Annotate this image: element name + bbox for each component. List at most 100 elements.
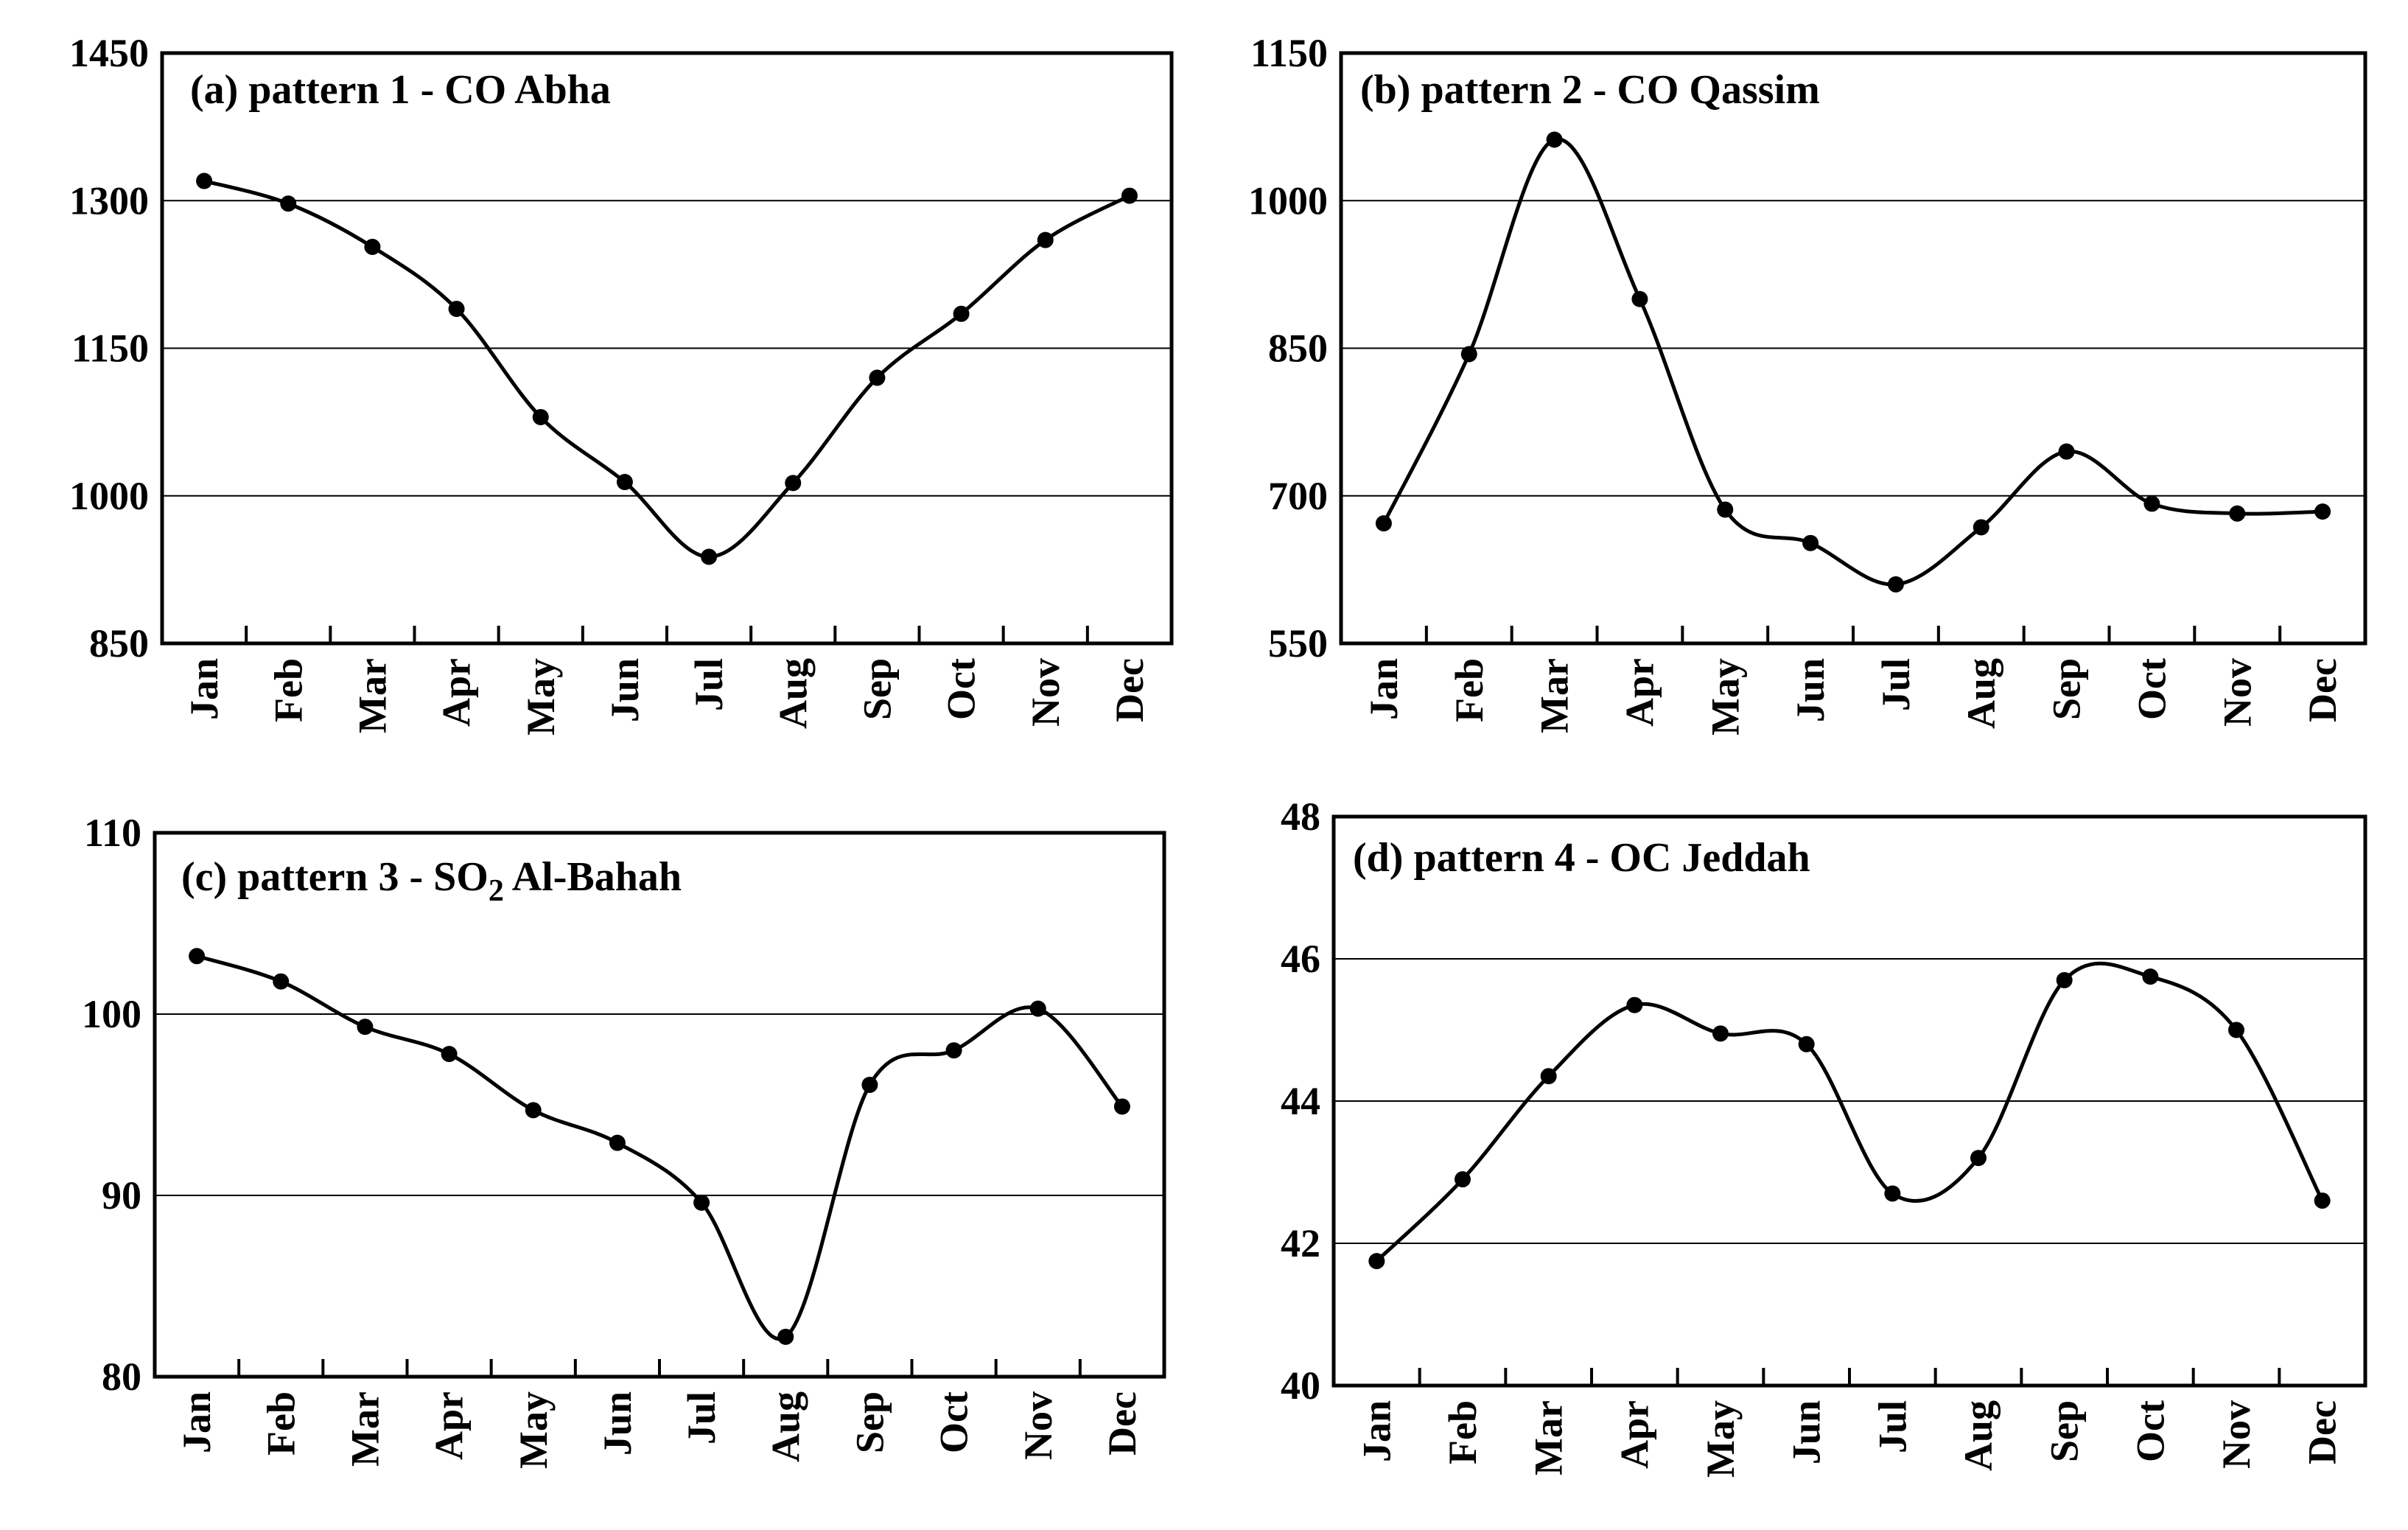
panel-a-ytick-label: 1300	[69, 178, 149, 223]
panel-a-ytick-label: 850	[89, 621, 149, 666]
panel-b-month-label: Jun	[1788, 658, 1833, 722]
panel-c-month-label: May	[511, 1391, 556, 1469]
panel-d-data-point	[2056, 971, 2073, 988]
panel-c-data-point	[777, 1328, 794, 1345]
panel-d-data-point	[1798, 1035, 1815, 1052]
panel-c-ytick-label: 100	[82, 992, 141, 1036]
panel-d-month-label: Jun	[1785, 1400, 1829, 1464]
panel-c-month-label: Nov	[1016, 1391, 1060, 1460]
panel-d-month-label: Apr	[1612, 1400, 1656, 1469]
panel-a-yticks: 850 1000 1150 1300 1450	[69, 31, 149, 666]
panel-b-ytick-label: 850	[1268, 326, 1328, 371]
panel-c-title: (c) pattern 3 - SO2 Al-Bahah	[181, 854, 682, 908]
panel-c-data-point	[693, 1194, 710, 1211]
panel-b-data-point	[2229, 505, 2246, 522]
panel-d-ytick-label: 40	[1281, 1363, 1320, 1408]
panel-c-month-label: Apr	[427, 1391, 472, 1460]
panel-c-data-point	[273, 973, 290, 990]
panel-c-month-label: Jan	[175, 1391, 219, 1453]
panel-c-data-point	[945, 1042, 962, 1059]
panel-b-ytick-label: 700	[1268, 474, 1328, 518]
panel-a-data-point	[785, 475, 802, 492]
panel-b-data-point	[1631, 290, 1648, 307]
panel-d-ytick-label: 42	[1281, 1221, 1320, 1265]
panel-a-data-point	[1121, 187, 1138, 204]
panel-a: 850 1000 1150 1300 1450 Jan Feb Mar Apr May Jun Ju…	[69, 31, 1174, 736]
panel-d-data-point	[1712, 1025, 1729, 1042]
panel-a-data-point	[280, 195, 297, 212]
panel-a-month-label: Oct	[939, 658, 984, 720]
panel-d-month-label: Nov	[2214, 1400, 2258, 1469]
panel-c-month-label: Dec	[1100, 1391, 1144, 1456]
panel-b-data-point	[2058, 443, 2075, 460]
panel-b-ytick-label: 550	[1268, 621, 1328, 666]
panel-d-data-point	[1540, 1068, 1557, 1085]
panel-b-data-point	[1375, 515, 1392, 532]
panel-b-data-point	[1973, 519, 1989, 536]
panel-a-month-label: Apr	[435, 658, 479, 727]
panel-d-month-label: Mar	[1527, 1400, 1571, 1475]
panel-c-ytick-label: 110	[84, 811, 141, 855]
panel-a-month-label: Jul	[687, 658, 731, 711]
panel-c-points	[189, 948, 1130, 1345]
panel-d-title: (d) pattern 4 - OC Jeddah	[1353, 835, 1810, 881]
panel-c-frame	[153, 831, 1166, 1379]
panel-a-month-label: Jun	[603, 658, 647, 722]
panel-c-ytick-label: 80	[102, 1355, 141, 1399]
panel-d-data-point	[1884, 1185, 1901, 1202]
panel-d-grid	[1334, 958, 2365, 1244]
panel-a-month-label: Aug	[771, 658, 815, 729]
panel-a-month-label: Dec	[1107, 658, 1152, 722]
panel-a-series-line	[203, 179, 1131, 559]
panel-b-grid	[1341, 200, 2365, 497]
panel-d-data-point	[2228, 1021, 2244, 1038]
panel-d-xticks: Jan Feb Mar Apr May Jun Jul Aug Sep Oct Nov Dec	[1354, 1368, 2345, 1478]
panel-c-data-point	[1113, 1098, 1130, 1115]
panel-c-data-point	[525, 1102, 542, 1119]
panel-b-month-label: Dec	[2300, 658, 2345, 722]
panel-b-title: (b) pattern 2 - CO Qassim	[1360, 67, 1820, 113]
panel-b-month-label: May	[1703, 658, 1747, 736]
panel-a-data-point	[1037, 231, 1054, 248]
panel-c-month-label: Aug	[763, 1391, 808, 1462]
panel-c: 80 90 100 110 Jan Feb Mar Apr May Jun Jul Aug Sep Oc…	[82, 811, 1166, 1469]
panel-d-data-point	[1368, 1253, 1385, 1270]
panel-c-data-point	[861, 1076, 878, 1093]
panel-b-data-point	[1717, 501, 1734, 518]
panel-d-series-line	[1375, 961, 2324, 1262]
panel-d-month-label: Oct	[2128, 1400, 2172, 1462]
panel-b-month-label: Jan	[1362, 658, 1406, 720]
panel-c-yticks: 80 90 100 110	[82, 811, 141, 1399]
panel-b-month-label: Oct	[2129, 658, 2174, 720]
panel-d-data-point	[1626, 996, 1643, 1013]
panel-d-month-label: Aug	[1956, 1400, 2001, 1471]
panel-a-data-point	[869, 369, 886, 386]
panel-c-month-label: Feb	[259, 1391, 303, 1456]
panel-b-data-point	[2314, 503, 2331, 520]
panel-a-month-label: Feb	[266, 658, 310, 722]
panel-a-ytick-label: 1000	[69, 474, 149, 518]
panel-d-month-label: May	[1698, 1400, 1743, 1478]
panel-b-data-point	[2143, 495, 2160, 512]
panel-a-grid	[162, 200, 1172, 497]
panel-a-data-point	[701, 548, 718, 565]
panel-b-ytick-label: 1000	[1248, 178, 1328, 223]
panel-d-yticks: 40 42 44 46 48	[1281, 794, 1320, 1408]
panel-b-series-line	[1382, 137, 2323, 587]
panel-a-data-point	[532, 408, 549, 425]
panel-d-month-label: Jul	[1870, 1400, 1914, 1453]
panel-d: 40 42 44 46 48 Jan Feb Mar Apr May Jun Jul Aug Sep Oc…	[1281, 794, 2367, 1478]
panel-b-yticks: 550 700 850 1000 1150	[1248, 31, 1328, 666]
panel-a-ytick-label: 1150	[71, 326, 149, 371]
panel-a-points	[196, 172, 1138, 565]
panel-c-data-point	[609, 1134, 626, 1151]
panel-d-ytick-label: 46	[1281, 937, 1320, 981]
panel-a-month-label: Jan	[182, 658, 226, 720]
panel-b-data-point	[1802, 534, 1819, 551]
panel-b-data-point	[1887, 576, 1904, 593]
panel-c-data-point	[1029, 1000, 1046, 1017]
panel-a-data-point	[953, 305, 970, 322]
panel-b: 550 700 850 1000 1150 Jan Feb Mar Apr May Jun Jul A…	[1248, 31, 2367, 736]
panel-c-grid	[155, 1013, 1164, 1196]
